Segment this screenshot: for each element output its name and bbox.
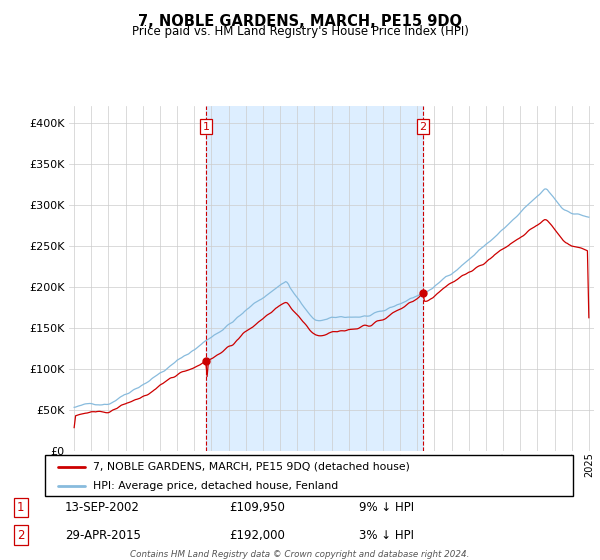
Text: 2: 2 — [17, 529, 25, 542]
Text: £109,950: £109,950 — [229, 501, 286, 514]
Point — [202, 356, 211, 365]
Text: 9% ↓ HPI: 9% ↓ HPI — [359, 501, 414, 514]
Text: 7, NOBLE GARDENS, MARCH, PE15 9DQ: 7, NOBLE GARDENS, MARCH, PE15 9DQ — [138, 14, 462, 29]
Bar — [206, 106, 423, 451]
Text: 3% ↓ HPI: 3% ↓ HPI — [359, 529, 414, 542]
Text: 2: 2 — [419, 122, 427, 132]
Text: HPI: Average price, detached house, Fenland: HPI: Average price, detached house, Fenl… — [92, 480, 338, 491]
Text: 1: 1 — [17, 501, 25, 514]
Text: 1: 1 — [203, 122, 210, 132]
Text: £192,000: £192,000 — [229, 529, 286, 542]
Point — [418, 289, 428, 298]
Text: Price paid vs. HM Land Registry's House Price Index (HPI): Price paid vs. HM Land Registry's House … — [131, 25, 469, 38]
Text: 7, NOBLE GARDENS, MARCH, PE15 9DQ (detached house): 7, NOBLE GARDENS, MARCH, PE15 9DQ (detac… — [92, 461, 409, 472]
Text: 29-APR-2015: 29-APR-2015 — [65, 529, 140, 542]
Text: 13-SEP-2002: 13-SEP-2002 — [65, 501, 140, 514]
Text: Contains HM Land Registry data © Crown copyright and database right 2024.
This d: Contains HM Land Registry data © Crown c… — [130, 550, 470, 560]
